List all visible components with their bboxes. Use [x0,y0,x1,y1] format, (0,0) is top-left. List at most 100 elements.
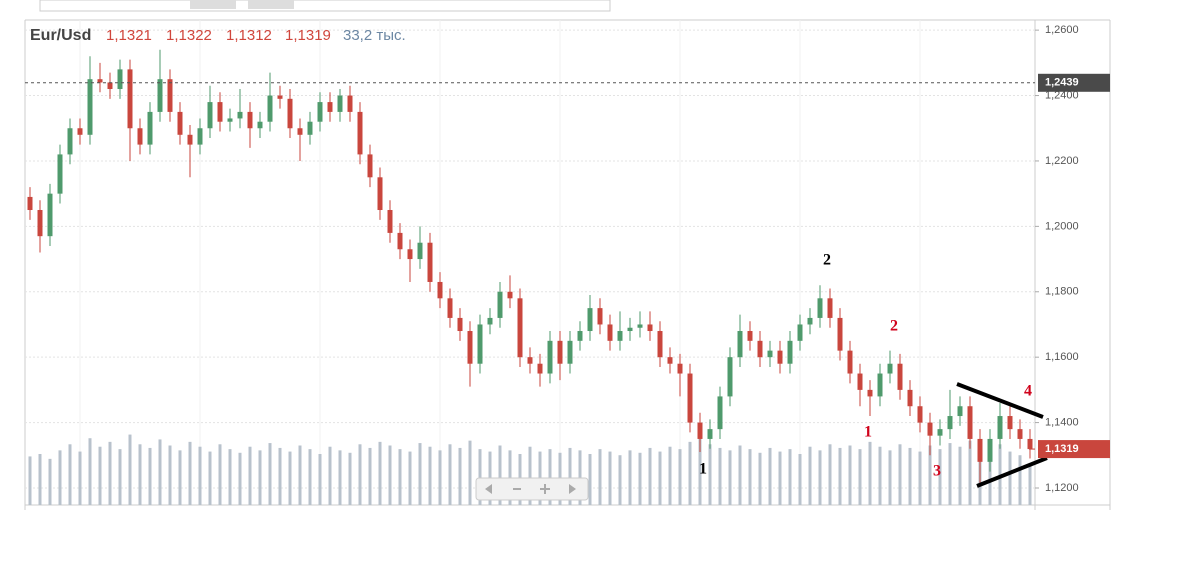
candle-body [637,324,643,328]
candle-body [327,102,333,112]
volume-bar [928,445,932,505]
volume-bar [988,450,992,505]
volume-bar [328,446,332,505]
wave-label: 1 [864,424,872,441]
symbol: Eur/Usd [30,27,91,44]
candle-body [167,79,173,112]
candle-body [527,357,533,364]
candle-body [997,416,1003,439]
candle-body [57,154,63,194]
volume-bar [748,449,752,505]
candle-body [617,331,623,341]
candle-body [447,298,453,318]
volume-bar [778,451,782,505]
candles [27,49,1033,485]
volume-bar [1028,464,1032,505]
candle-body [827,298,833,318]
candle-body [397,232,403,250]
volume-bar [628,450,632,505]
nav-zoom-in[interactable] [540,484,550,494]
candle-body [377,177,383,211]
candle-body [547,340,553,374]
volume-bar [408,451,412,505]
candle-body [267,95,273,122]
volume-bar [1018,455,1022,505]
candle-body [207,102,213,129]
volume-bar [678,449,682,505]
nav-left[interactable] [485,484,492,494]
candle-body [777,350,783,364]
volume-bar [198,446,202,505]
volume-bar [888,450,892,505]
volume-bar [148,447,152,505]
candle-body [537,363,543,374]
volume-bar [588,454,592,505]
volume-bar [618,455,622,505]
volume-bar [38,454,42,505]
volume-bar [118,449,122,505]
candle-body [967,406,973,439]
candle-body [407,249,413,260]
candle-body [427,242,433,282]
volume-bar [248,446,252,505]
candle-body [477,324,483,364]
volume-bar [448,444,452,505]
candle-body [437,281,443,299]
candle-body [737,331,743,358]
volume-bar [68,444,72,505]
volume-bar [218,444,222,505]
candle-body [917,406,923,423]
candle-body [627,327,633,332]
candle-body [497,291,503,318]
volume-bar [278,447,282,505]
volume-bar [998,444,1002,505]
candle-body [417,242,423,260]
volume-bar [908,447,912,505]
volume-bar [608,451,612,505]
volume-bar [438,450,442,505]
candle-body [647,324,653,332]
candle-body [667,357,673,364]
candle-body [467,331,473,364]
candle-body [297,128,303,135]
volume-bar [708,444,712,505]
candle-body [357,111,363,155]
volume-bar [348,452,352,505]
last-price-badge [1038,440,1110,459]
y-tick-label: 1,2200 [1045,155,1079,167]
volume-bar [528,446,532,505]
candle-body [887,363,893,374]
candle-body [27,196,33,211]
candle-body [847,350,853,374]
wave-label: 2 [890,318,898,335]
candle-body [707,429,713,439]
candle-body [87,79,93,135]
candle-body [117,69,123,90]
volume-bar [288,451,292,505]
toolbar-tab [190,0,236,9]
candle-body [187,134,193,145]
volume-bar [958,446,962,505]
volume-bar [818,450,822,505]
candle-body [947,416,953,430]
volume-bar [308,449,312,505]
nav-right[interactable] [569,484,576,494]
candle-body [347,95,353,112]
candle-body [337,95,343,112]
volume-bar [268,443,272,505]
volume-bar [918,451,922,505]
candle-body [507,291,513,299]
candle-body [817,298,823,318]
volume-bar [688,441,692,505]
volume-bar [798,454,802,505]
nav-zoom-out[interactable] [513,488,521,490]
price-badge [1038,73,1110,92]
volume-bar [968,440,972,505]
volume-bar [648,447,652,505]
candle-body [307,121,313,135]
grid: 1,1200 1,1400 1,1600 1,1800 1,2000 1,2200 1,24… [25,20,1079,505]
candle-body [1017,429,1023,439]
nav-box [475,477,589,501]
candle-body [37,210,43,237]
